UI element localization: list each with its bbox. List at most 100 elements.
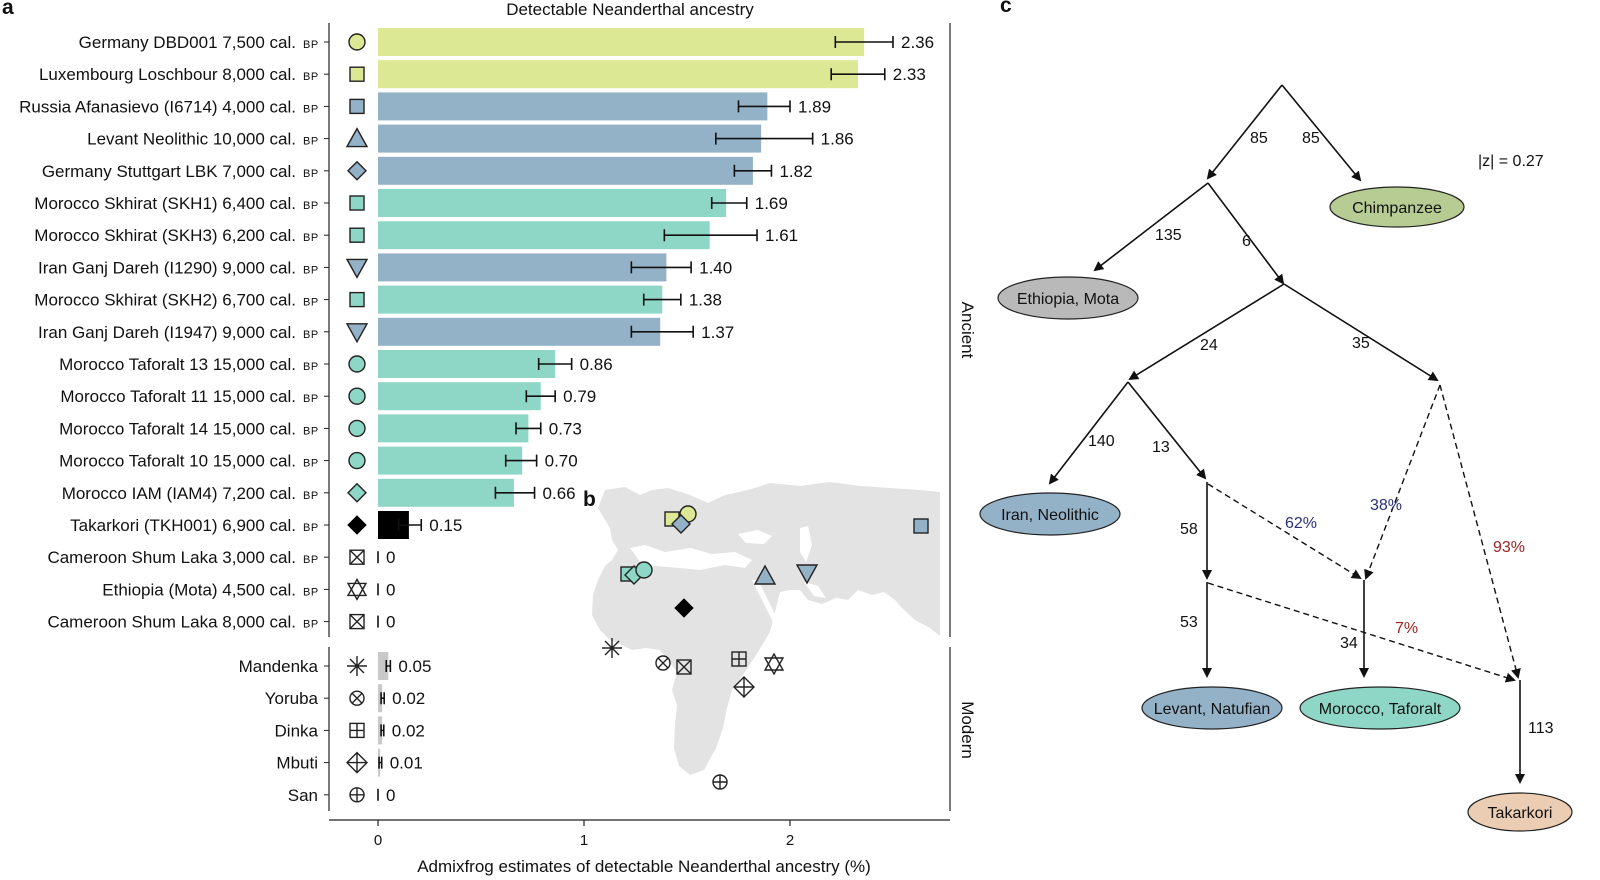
edge-label-to-n2: 6 — [1242, 233, 1251, 250]
row-marker — [347, 482, 367, 503]
value-label: 0.02 — [392, 689, 425, 708]
error-bar — [537, 358, 573, 370]
row-marker — [349, 787, 365, 803]
map-mediterranean — [630, 545, 752, 570]
row-marker — [349, 227, 365, 243]
map-marker-mbuti — [733, 676, 755, 698]
row-label: Morocco IAM (IAM4) 7,200 cal. — [62, 484, 296, 503]
bar — [378, 285, 663, 314]
chart-title: Detectable Neanderthal ancestry — [506, 0, 754, 19]
row-label: Takarkori (TKH001) 6,900 cal. — [70, 516, 296, 535]
error-bar — [733, 164, 773, 177]
row-marker — [347, 160, 367, 181]
map-caspian-sea — [800, 526, 812, 562]
side-label-modern: Modern — [958, 701, 977, 759]
bp-suffix: BP — [303, 168, 319, 180]
row-marker — [349, 291, 365, 308]
value-label: 0 — [386, 548, 395, 567]
map-marker-takarkori — [674, 598, 694, 618]
value-label: 2.33 — [893, 65, 926, 84]
row-marker — [345, 323, 369, 344]
edge-to-iran — [1048, 381, 1129, 485]
row-label: Morocco Taforalt 13 15,000 cal. — [59, 355, 296, 374]
value-label: 0.66 — [543, 484, 576, 503]
bar — [378, 221, 710, 250]
x-tick-label: 0 — [374, 832, 382, 849]
error-bar — [642, 293, 682, 306]
error-bar — [380, 692, 385, 705]
bp-suffix: BP — [303, 71, 319, 83]
value-label: 0 — [386, 786, 395, 805]
row-label: Luxembourg Loschbour 8,000 cal. — [39, 65, 296, 84]
row-label: Iran Ganj Dareh (I1947) 9,000 cal. — [38, 323, 296, 342]
node-label-chimpanzee: Chimpanzee — [1352, 200, 1442, 217]
map-marker-ethiopia-mota — [763, 652, 785, 676]
node-takarkori — [1467, 792, 1573, 832]
bp-suffix: BP — [303, 200, 319, 212]
map-marker-stuttgart-lbk — [671, 514, 691, 534]
row-label: Mandenka — [239, 657, 319, 676]
row-label: Russia Afanasievo (I6714) 4,000 cal. — [19, 97, 296, 116]
value-label: 0 — [386, 613, 395, 632]
row-label: Morocco Skhirat (SKH1) 6,400 cal. — [34, 194, 296, 213]
value-label: 0.01 — [390, 754, 423, 773]
value-label: 1.37 — [701, 323, 734, 342]
node-levant-natufian — [1141, 686, 1283, 730]
error-bar — [504, 454, 538, 467]
map-panel: b — [583, 482, 940, 790]
row-marker — [347, 656, 367, 676]
admix-label-62: 62% — [1285, 515, 1317, 532]
edge-label-root-left: 85 — [1250, 130, 1268, 147]
bp-suffix: BP — [303, 103, 319, 115]
row-label: Mbuti — [276, 754, 318, 773]
row-marker — [345, 127, 369, 148]
error-bar — [715, 132, 814, 145]
edge-n3-down — [1127, 381, 1207, 480]
row-label: Levant Neolithic 10,000 cal. — [87, 130, 296, 149]
admix-edge-62 — [1207, 483, 1362, 580]
row-marker — [348, 419, 366, 438]
node-label-ethiopia-mota: Ethiopia, Mota — [1017, 291, 1119, 308]
bar — [378, 414, 529, 443]
bp-suffix: BP — [303, 232, 319, 244]
row-marker — [348, 387, 366, 405]
node-label-levant-natufian: Levant, Natufian — [1154, 701, 1271, 718]
error-bar — [385, 660, 392, 672]
row-label: Germany Stuttgart LBK 7,000 cal. — [42, 162, 296, 181]
row-label: Morocco Taforalt 11 15,000 cal. — [60, 387, 296, 406]
bp-suffix: BP — [303, 393, 319, 405]
error-bar — [630, 261, 692, 274]
map-marker-morocco-taforalt — [635, 561, 653, 579]
value-label: 1.86 — [821, 130, 854, 149]
value-label: 0 — [386, 580, 395, 599]
edge-label-to-n4: 58 — [1180, 521, 1198, 538]
value-label: 1.61 — [765, 226, 798, 245]
x-tick-label: 1 — [580, 832, 588, 849]
x-tick-label: 2 — [786, 832, 794, 849]
map-marker-san — [712, 774, 728, 790]
error-bar — [515, 422, 542, 435]
edge-label-n2-right: 35 — [1352, 335, 1370, 352]
node-ethiopia-mota — [997, 276, 1139, 320]
value-label: 0.79 — [563, 387, 596, 406]
row-marker — [349, 66, 365, 82]
node-label-takarkori: Takarkori — [1488, 805, 1553, 822]
error-bar — [630, 325, 694, 338]
row-label: Cameroon Shum Laka 8,000 cal. — [47, 613, 296, 632]
bar — [378, 652, 389, 680]
row-label: Dinka — [275, 721, 319, 740]
bar — [378, 156, 753, 185]
map-markers — [602, 505, 929, 790]
bar — [378, 716, 383, 745]
row-marker — [349, 690, 365, 706]
admixture-graph: c 85 85 135 6 24 35 140 13 58 5 — [979, 0, 1573, 832]
bar — [378, 60, 858, 89]
edge-root-right — [1281, 84, 1362, 182]
value-label: 1.89 — [798, 97, 831, 116]
admix-edge-93 — [1439, 384, 1521, 679]
row-marker — [349, 98, 365, 115]
error-bar — [397, 519, 423, 531]
error-bar — [830, 68, 886, 81]
panel-c-label: c — [1000, 0, 1012, 17]
